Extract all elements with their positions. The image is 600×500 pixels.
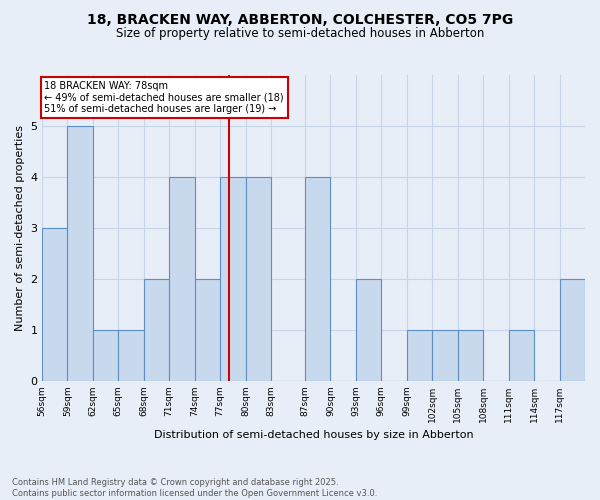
Bar xyxy=(220,177,245,381)
Y-axis label: Number of semi-detached properties: Number of semi-detached properties xyxy=(15,125,25,331)
Text: 18, BRACKEN WAY, ABBERTON, COLCHESTER, CO5 7PG: 18, BRACKEN WAY, ABBERTON, COLCHESTER, C… xyxy=(87,12,513,26)
Bar xyxy=(118,330,143,381)
Bar xyxy=(194,279,220,381)
Bar xyxy=(432,330,458,381)
Bar xyxy=(509,330,534,381)
Bar xyxy=(67,126,93,381)
Text: Size of property relative to semi-detached houses in Abberton: Size of property relative to semi-detach… xyxy=(116,28,484,40)
Text: 18 BRACKEN WAY: 78sqm
← 49% of semi-detached houses are smaller (18)
51% of semi: 18 BRACKEN WAY: 78sqm ← 49% of semi-deta… xyxy=(44,81,284,114)
Bar xyxy=(458,330,483,381)
Bar xyxy=(356,279,382,381)
Bar xyxy=(169,177,194,381)
Bar xyxy=(93,330,118,381)
Text: Contains HM Land Registry data © Crown copyright and database right 2025.
Contai: Contains HM Land Registry data © Crown c… xyxy=(12,478,377,498)
Bar xyxy=(245,177,271,381)
Bar xyxy=(42,228,67,381)
Bar xyxy=(560,279,585,381)
X-axis label: Distribution of semi-detached houses by size in Abberton: Distribution of semi-detached houses by … xyxy=(154,430,473,440)
Bar xyxy=(407,330,432,381)
Bar xyxy=(305,177,331,381)
Bar xyxy=(143,279,169,381)
